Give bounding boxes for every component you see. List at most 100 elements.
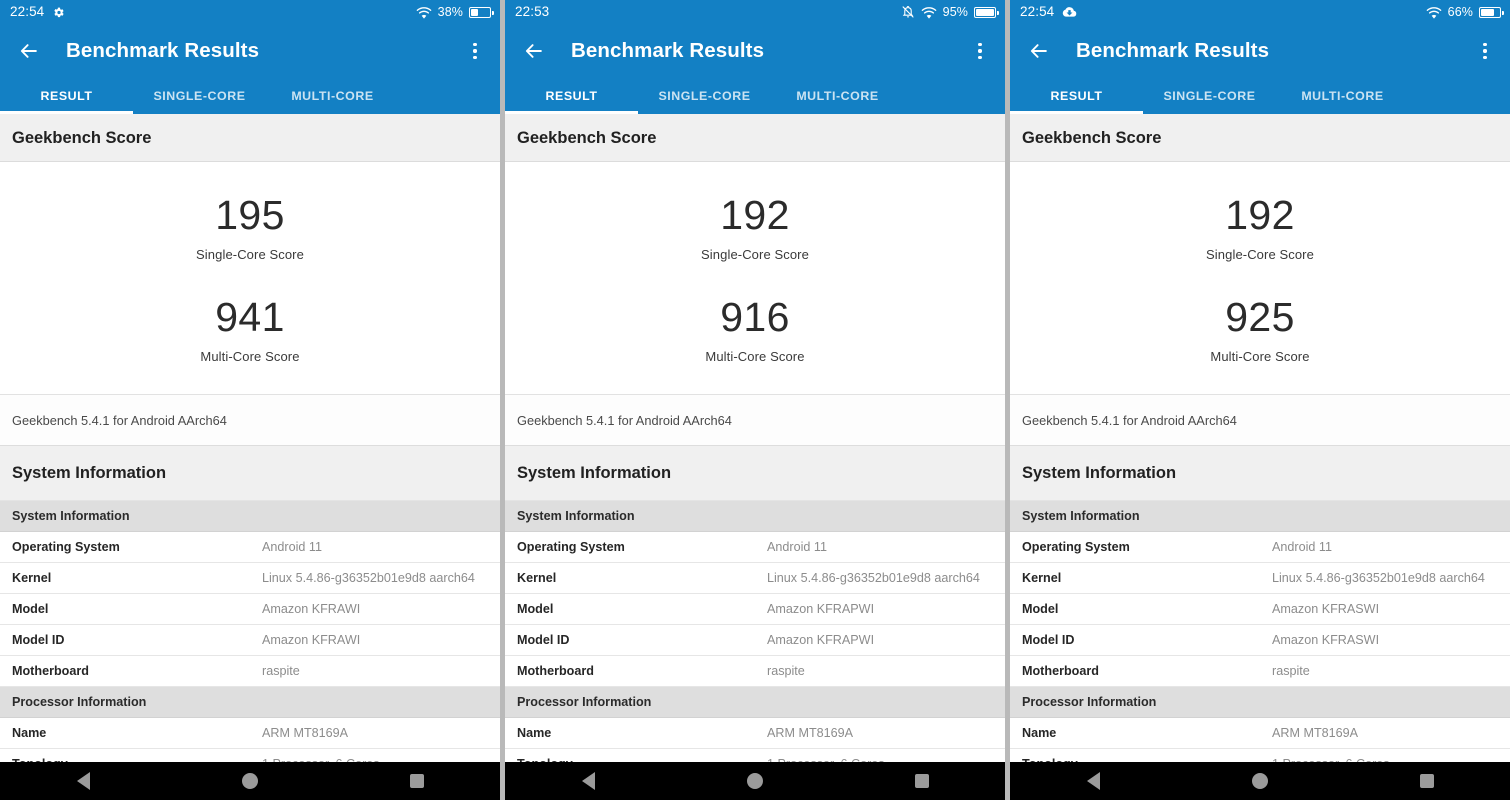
geekbench-score-heading: Geekbench Score <box>505 114 1005 162</box>
tab-label: RESULT <box>545 89 598 103</box>
overflow-menu-icon[interactable] <box>464 36 486 66</box>
tab-multi-core[interactable]: MULTI-CORE <box>771 78 904 114</box>
table-group-label: System Information <box>1010 501 1510 533</box>
battery-percentage: 66% <box>1447 4 1473 19</box>
table-cell-key: Operating System <box>0 531 250 564</box>
status-bar: 22:54 66% <box>1010 0 1510 24</box>
recents-button[interactable] <box>1382 762 1472 800</box>
table-row: Operating System Android 11 <box>1010 531 1510 564</box>
battery-icon <box>1479 6 1504 18</box>
back-button[interactable] <box>543 762 633 800</box>
table-group-label: System Information <box>0 501 500 533</box>
table-row: Name ARM MT8169A <box>505 717 1005 750</box>
system-information-table: System Information Operating System Androi… <box>1010 501 1510 762</box>
single-core-score-value: 192 <box>1225 192 1295 238</box>
back-button[interactable] <box>38 762 128 800</box>
home-button[interactable] <box>205 762 295 800</box>
multi-core-score-label: Multi-Core Score <box>705 349 805 365</box>
recents-square-icon <box>409 774 424 788</box>
table-cell-key: Operating System <box>1010 531 1260 564</box>
wifi-icon-svg <box>1426 6 1441 19</box>
single-core-score-value: 195 <box>215 192 285 238</box>
table-cell-value: Android 11 <box>755 531 1005 564</box>
multi-core-score-value: 916 <box>720 294 790 341</box>
table-cell-key: Kernel <box>0 562 250 595</box>
back-arrow-icon-svg <box>525 44 542 58</box>
tab-label: RESULT <box>1050 89 1103 103</box>
recents-button[interactable] <box>877 762 967 800</box>
device-screenshot-3: 22:54 66% Benchmark Results RESULT SINGLE-CO… <box>1010 0 1510 800</box>
battery-icon <box>974 6 999 18</box>
tab-result[interactable]: RESULT <box>1010 78 1143 114</box>
table-cell-value: Amazon KFRAPWI <box>755 593 1005 626</box>
recents-button[interactable] <box>372 762 462 800</box>
app-bar: Benchmark Results <box>1010 24 1510 78</box>
tab-label: MULTI-CORE <box>796 89 879 103</box>
tab-single-core[interactable]: SINGLE-CORE <box>1143 78 1276 114</box>
overflow-menu-icon[interactable] <box>1474 36 1496 66</box>
wifi-icon <box>1426 6 1442 19</box>
table-cell-key: Topology <box>1010 748 1260 762</box>
page-title: Benchmark Results <box>1076 39 1270 62</box>
back-icon[interactable] <box>1026 38 1052 64</box>
status-bar-right: 66% <box>1426 4 1504 19</box>
cloud-download-icon-svg <box>1063 6 1077 17</box>
table-row: Motherboard raspite <box>0 655 500 688</box>
tab-multi-core[interactable]: MULTI-CORE <box>1276 78 1409 114</box>
table-cell-key: Kernel <box>505 562 755 595</box>
table-cell-value: ARM MT8169A <box>1260 717 1510 750</box>
back-triangle-icon <box>1086 772 1100 790</box>
content-scroll-area[interactable]: Geekbench Score 192 Single-Core Score 925 Mu… <box>1010 114 1510 762</box>
battery-fill <box>976 8 995 16</box>
table-row: Model Amazon KFRAPWI <box>505 593 1005 626</box>
battery-fill <box>1481 8 1494 16</box>
notifications-off-icon <box>901 5 915 19</box>
table-cell-value: Amazon KFRASWI <box>1260 593 1510 626</box>
content-scroll-area[interactable]: Geekbench Score 192 Single-Core Score 916 Mu… <box>505 114 1005 762</box>
table-cell-key: Topology <box>505 748 755 762</box>
android-navigation-bar <box>505 762 1005 800</box>
battery-percentage: 38% <box>437 4 463 19</box>
table-cell-value: Amazon KFRAWI <box>250 593 500 626</box>
wifi-icon-svg <box>921 6 936 19</box>
geekbench-version-text: Geekbench 5.4.1 for Android AArch64 <box>1010 395 1510 447</box>
table-cell-value: ARM MT8169A <box>250 717 500 750</box>
table-group-header: Processor Information <box>1010 686 1510 719</box>
table-row: Topology1 Processor, 6 Cores <box>505 748 1005 762</box>
overflow-menu-icon[interactable] <box>969 36 991 66</box>
tab-single-core[interactable]: SINGLE-CORE <box>133 78 266 114</box>
single-core-score-label: Single-Core Score <box>196 247 304 263</box>
back-icon[interactable] <box>16 38 42 64</box>
table-group-label: Processor Information <box>1010 686 1510 719</box>
score-card: 195 Single-Core Score 941 Multi-Core Score <box>0 162 500 396</box>
status-clock: 22:54 <box>10 4 45 20</box>
app-bar: Benchmark Results <box>0 24 500 78</box>
back-button[interactable] <box>1048 762 1138 800</box>
home-button[interactable] <box>1215 762 1305 800</box>
table-group-header: System Information <box>505 501 1005 533</box>
tab-result[interactable]: RESULT <box>505 78 638 114</box>
tab-multi-core[interactable]: MULTI-CORE <box>266 78 399 114</box>
wifi-icon <box>921 6 937 19</box>
table-row: Operating System Android 11 <box>0 531 500 564</box>
table-cell-key: Model ID <box>1010 624 1260 657</box>
table-cell-value: Linux 5.4.86-g36352b01e9d8 aarch64 <box>755 562 1005 595</box>
table-group-header: Processor Information <box>0 686 500 719</box>
geekbench-score-heading: Geekbench Score <box>1010 114 1510 162</box>
back-icon[interactable] <box>521 38 547 64</box>
table-cell-value: Android 11 <box>250 531 500 564</box>
tab-single-core[interactable]: SINGLE-CORE <box>638 78 771 114</box>
multi-core-score-label: Multi-Core Score <box>1210 349 1310 365</box>
table-cell-key: Model <box>1010 593 1260 626</box>
tab-result[interactable]: RESULT <box>0 78 133 114</box>
device-screenshot-2: 22:53 95% Benchmark Results RESULT SINGLE-CO… <box>505 0 1005 800</box>
gear-icon <box>52 6 65 19</box>
content-scroll-area[interactable]: Geekbench Score 195 Single-Core Score 941 Mu… <box>0 114 500 762</box>
tab-bar: RESULT SINGLE-CORE MULTI-CORE <box>505 78 1005 114</box>
table-cell-key: Model <box>0 593 250 626</box>
back-triangle-icon <box>581 772 595 790</box>
table-row: Model ID Amazon KFRAWI <box>0 624 500 657</box>
home-button[interactable] <box>710 762 800 800</box>
tab-bar: RESULT SINGLE-CORE MULTI-CORE <box>0 78 500 114</box>
